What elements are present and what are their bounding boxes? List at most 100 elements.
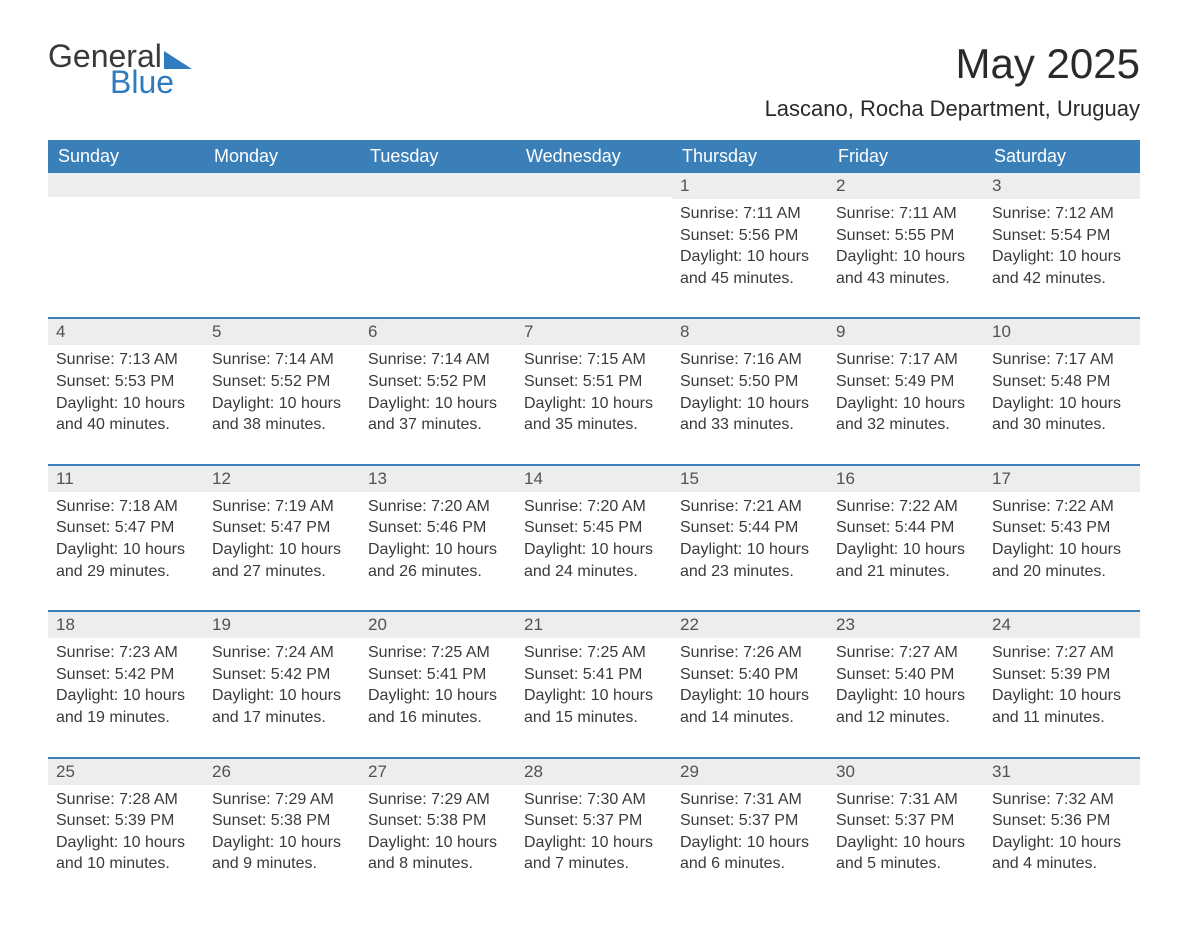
day-body: [516, 197, 672, 297]
calendar-row: 25Sunrise: 7:28 AMSunset: 5:39 PMDayligh…: [48, 758, 1140, 903]
sunrise-line: Sunrise: 7:17 AM: [992, 349, 1132, 371]
sunset-line: Sunset: 5:40 PM: [680, 664, 820, 686]
day-number: 21: [516, 612, 672, 638]
calendar-cell: 24Sunrise: 7:27 AMSunset: 5:39 PMDayligh…: [984, 611, 1140, 757]
sunrise-line: Sunrise: 7:24 AM: [212, 642, 352, 664]
calendar-cell: 10Sunrise: 7:17 AMSunset: 5:48 PMDayligh…: [984, 318, 1140, 464]
daylight-line: Daylight: 10 hours and 32 minutes.: [836, 393, 976, 436]
day-body: Sunrise: 7:27 AMSunset: 5:39 PMDaylight:…: [984, 638, 1140, 756]
day-body: Sunrise: 7:18 AMSunset: 5:47 PMDaylight:…: [48, 492, 204, 610]
sunrise-line: Sunrise: 7:20 AM: [368, 496, 508, 518]
daylight-line: Daylight: 10 hours and 19 minutes.: [56, 685, 196, 728]
calendar-cell: 17Sunrise: 7:22 AMSunset: 5:43 PMDayligh…: [984, 465, 1140, 611]
daylight-line: Daylight: 10 hours and 4 minutes.: [992, 832, 1132, 875]
daylight-line: Daylight: 10 hours and 10 minutes.: [56, 832, 196, 875]
sunrise-line: Sunrise: 7:11 AM: [680, 203, 820, 225]
sunrise-line: Sunrise: 7:18 AM: [56, 496, 196, 518]
day-body: [360, 197, 516, 297]
sunrise-line: Sunrise: 7:31 AM: [836, 789, 976, 811]
sunset-line: Sunset: 5:38 PM: [368, 810, 508, 832]
sunset-line: Sunset: 5:37 PM: [524, 810, 664, 832]
calendar-cell: 18Sunrise: 7:23 AMSunset: 5:42 PMDayligh…: [48, 611, 204, 757]
sunset-line: Sunset: 5:45 PM: [524, 517, 664, 539]
day-number: 19: [204, 612, 360, 638]
daylight-line: Daylight: 10 hours and 8 minutes.: [368, 832, 508, 875]
daylight-line: Daylight: 10 hours and 45 minutes.: [680, 246, 820, 289]
sunset-line: Sunset: 5:41 PM: [368, 664, 508, 686]
calendar-cell: 6Sunrise: 7:14 AMSunset: 5:52 PMDaylight…: [360, 318, 516, 464]
sunset-line: Sunset: 5:39 PM: [992, 664, 1132, 686]
day-body: Sunrise: 7:19 AMSunset: 5:47 PMDaylight:…: [204, 492, 360, 610]
day-number: [204, 173, 360, 197]
logo: General Blue: [48, 40, 192, 98]
daylight-line: Daylight: 10 hours and 16 minutes.: [368, 685, 508, 728]
calendar-cell: 15Sunrise: 7:21 AMSunset: 5:44 PMDayligh…: [672, 465, 828, 611]
calendar-body: 1Sunrise: 7:11 AMSunset: 5:56 PMDaylight…: [48, 173, 1140, 903]
day-body: Sunrise: 7:16 AMSunset: 5:50 PMDaylight:…: [672, 345, 828, 463]
daylight-line: Daylight: 10 hours and 35 minutes.: [524, 393, 664, 436]
day-number: 29: [672, 759, 828, 785]
sunrise-line: Sunrise: 7:17 AM: [836, 349, 976, 371]
day-number: 31: [984, 759, 1140, 785]
day-number: 8: [672, 319, 828, 345]
calendar-cell: 11Sunrise: 7:18 AMSunset: 5:47 PMDayligh…: [48, 465, 204, 611]
day-body: Sunrise: 7:28 AMSunset: 5:39 PMDaylight:…: [48, 785, 204, 903]
daylight-line: Daylight: 10 hours and 40 minutes.: [56, 393, 196, 436]
day-body: Sunrise: 7:22 AMSunset: 5:43 PMDaylight:…: [984, 492, 1140, 610]
sunset-line: Sunset: 5:46 PM: [368, 517, 508, 539]
sunrise-line: Sunrise: 7:13 AM: [56, 349, 196, 371]
sunset-line: Sunset: 5:42 PM: [56, 664, 196, 686]
day-number: 26: [204, 759, 360, 785]
calendar-cell: 26Sunrise: 7:29 AMSunset: 5:38 PMDayligh…: [204, 758, 360, 903]
daylight-line: Daylight: 10 hours and 43 minutes.: [836, 246, 976, 289]
day-body: Sunrise: 7:32 AMSunset: 5:36 PMDaylight:…: [984, 785, 1140, 903]
day-body: Sunrise: 7:14 AMSunset: 5:52 PMDaylight:…: [204, 345, 360, 463]
logo-triangle-icon: [164, 51, 192, 69]
day-body: Sunrise: 7:25 AMSunset: 5:41 PMDaylight:…: [516, 638, 672, 756]
day-body: Sunrise: 7:29 AMSunset: 5:38 PMDaylight:…: [360, 785, 516, 903]
day-number: 13: [360, 466, 516, 492]
day-body: Sunrise: 7:20 AMSunset: 5:46 PMDaylight:…: [360, 492, 516, 610]
day-number: 11: [48, 466, 204, 492]
daylight-line: Daylight: 10 hours and 24 minutes.: [524, 539, 664, 582]
day-number: 28: [516, 759, 672, 785]
calendar-cell: 4Sunrise: 7:13 AMSunset: 5:53 PMDaylight…: [48, 318, 204, 464]
day-number: 25: [48, 759, 204, 785]
sunset-line: Sunset: 5:43 PM: [992, 517, 1132, 539]
daylight-line: Daylight: 10 hours and 14 minutes.: [680, 685, 820, 728]
daylight-line: Daylight: 10 hours and 5 minutes.: [836, 832, 976, 875]
day-number: 5: [204, 319, 360, 345]
weekday-header: Thursday: [672, 140, 828, 173]
day-body: Sunrise: 7:13 AMSunset: 5:53 PMDaylight:…: [48, 345, 204, 463]
day-number: 27: [360, 759, 516, 785]
sunset-line: Sunset: 5:40 PM: [836, 664, 976, 686]
day-body: Sunrise: 7:12 AMSunset: 5:54 PMDaylight:…: [984, 199, 1140, 317]
sunrise-line: Sunrise: 7:11 AM: [836, 203, 976, 225]
sunset-line: Sunset: 5:48 PM: [992, 371, 1132, 393]
sunrise-line: Sunrise: 7:27 AM: [992, 642, 1132, 664]
calendar-cell: 30Sunrise: 7:31 AMSunset: 5:37 PMDayligh…: [828, 758, 984, 903]
calendar-cell: 8Sunrise: 7:16 AMSunset: 5:50 PMDaylight…: [672, 318, 828, 464]
calendar-head: Sunday Monday Tuesday Wednesday Thursday…: [48, 140, 1140, 173]
weekday-header: Friday: [828, 140, 984, 173]
day-number: 10: [984, 319, 1140, 345]
day-body: Sunrise: 7:31 AMSunset: 5:37 PMDaylight:…: [672, 785, 828, 903]
sunrise-line: Sunrise: 7:28 AM: [56, 789, 196, 811]
day-number: 9: [828, 319, 984, 345]
daylight-line: Daylight: 10 hours and 33 minutes.: [680, 393, 820, 436]
sunrise-line: Sunrise: 7:21 AM: [680, 496, 820, 518]
calendar-cell: 13Sunrise: 7:20 AMSunset: 5:46 PMDayligh…: [360, 465, 516, 611]
day-number: 30: [828, 759, 984, 785]
calendar-cell: 29Sunrise: 7:31 AMSunset: 5:37 PMDayligh…: [672, 758, 828, 903]
calendar-cell: 12Sunrise: 7:19 AMSunset: 5:47 PMDayligh…: [204, 465, 360, 611]
day-body: Sunrise: 7:29 AMSunset: 5:38 PMDaylight:…: [204, 785, 360, 903]
day-number: 7: [516, 319, 672, 345]
weekday-header: Saturday: [984, 140, 1140, 173]
sunset-line: Sunset: 5:52 PM: [368, 371, 508, 393]
day-number: 14: [516, 466, 672, 492]
sunrise-line: Sunrise: 7:20 AM: [524, 496, 664, 518]
sunrise-line: Sunrise: 7:32 AM: [992, 789, 1132, 811]
weekday-header: Wednesday: [516, 140, 672, 173]
weekday-header: Tuesday: [360, 140, 516, 173]
daylight-line: Daylight: 10 hours and 15 minutes.: [524, 685, 664, 728]
